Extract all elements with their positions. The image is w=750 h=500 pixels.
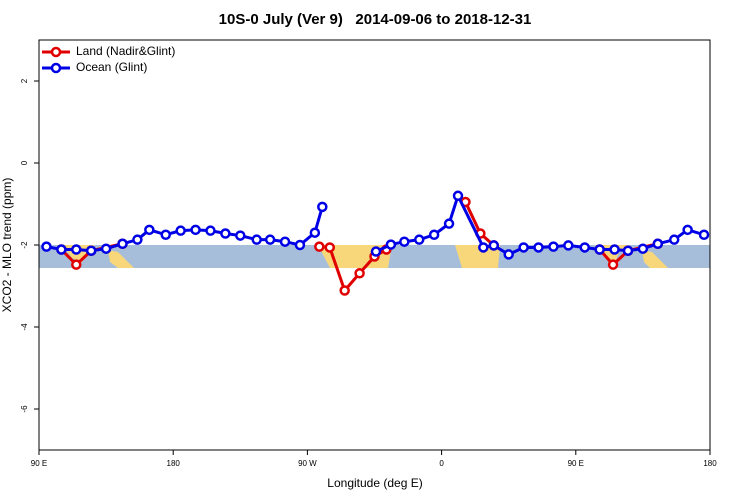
point <box>132 234 143 245</box>
legend-label: Ocean (Glint) <box>76 60 147 74</box>
x-axis-label: Longitude (deg E) <box>327 476 422 490</box>
x-tick-label: 90 E <box>31 459 47 468</box>
point <box>85 245 97 256</box>
point <box>413 234 425 245</box>
point <box>533 242 544 253</box>
point <box>71 259 82 270</box>
point <box>264 234 276 245</box>
land-patch <box>455 245 500 268</box>
point <box>317 201 328 213</box>
y-tick-label: 0 <box>20 160 29 165</box>
point <box>518 242 529 253</box>
legend-label: Land (Nadir&Glint) <box>76 44 175 58</box>
point <box>190 224 201 236</box>
point <box>117 238 128 250</box>
point <box>622 245 634 256</box>
point <box>41 241 52 252</box>
x-tick-label: 180 <box>703 459 717 468</box>
point <box>698 229 710 240</box>
point <box>339 285 350 296</box>
y-axis-label: XCO2 - MLO trend (ppm) <box>0 178 14 313</box>
point <box>609 244 620 255</box>
point <box>354 268 365 279</box>
legend-marker <box>50 62 62 74</box>
y-tick-label: -6 <box>20 405 29 413</box>
x-tick-label: 90 W <box>298 459 317 468</box>
point <box>314 241 325 252</box>
land-patch <box>642 250 668 268</box>
point <box>370 246 382 257</box>
point <box>385 239 397 250</box>
point <box>452 190 464 202</box>
point <box>563 240 574 251</box>
point <box>160 229 171 240</box>
point <box>488 240 500 251</box>
point <box>443 218 455 229</box>
point <box>652 238 664 250</box>
point <box>175 225 186 236</box>
y-tick-label: -4 <box>20 323 29 331</box>
point <box>324 242 336 253</box>
point <box>503 249 514 260</box>
y-tick-label: -2 <box>20 241 29 249</box>
point <box>71 244 82 255</box>
point <box>56 244 67 255</box>
legend-marker <box>50 46 62 58</box>
y-tick-label: 2 <box>20 78 29 83</box>
point <box>220 228 231 239</box>
point <box>399 236 410 247</box>
land-patch <box>108 250 134 268</box>
point <box>428 229 440 240</box>
point <box>235 230 246 241</box>
x-tick-label: 180 <box>167 459 181 468</box>
point <box>144 224 155 236</box>
point <box>478 242 489 253</box>
point <box>682 224 693 236</box>
point <box>279 236 291 247</box>
point <box>548 241 559 252</box>
x-tick-label: 90 E <box>568 459 584 468</box>
point <box>594 244 605 255</box>
point <box>607 259 619 270</box>
point <box>294 239 306 251</box>
point <box>100 243 112 254</box>
point <box>637 243 649 254</box>
point <box>668 234 680 245</box>
x-tick-label: 0 <box>439 459 444 468</box>
point <box>251 234 262 245</box>
series-line <box>60 201 659 294</box>
chart-title: 10S-0 July (Ver 9) 2014-09-06 to 2018-12… <box>219 11 532 28</box>
point <box>579 242 590 253</box>
point <box>309 227 321 238</box>
point <box>205 225 216 236</box>
